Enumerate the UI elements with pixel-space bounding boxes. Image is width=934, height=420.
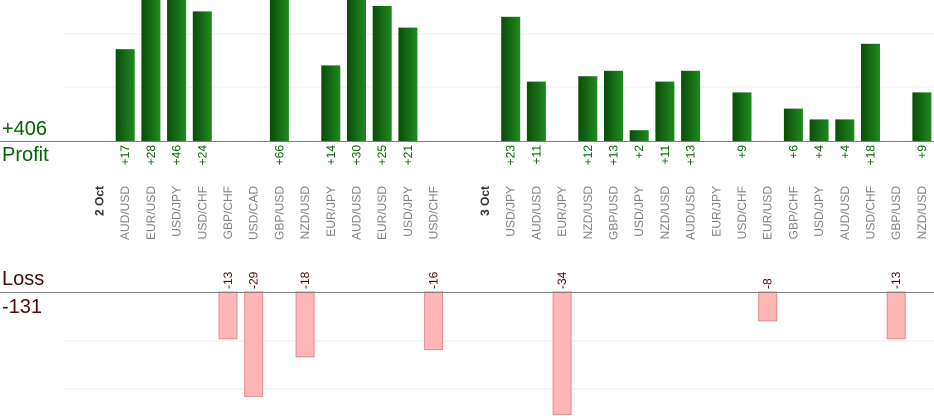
- profit-bar: [604, 70, 623, 141]
- profit-bar: [912, 92, 932, 141]
- category-label: NZD/USD: [298, 186, 312, 240]
- category-label: USD/CHF: [195, 186, 209, 239]
- profit-bar: [398, 27, 418, 142]
- profit-bar: [861, 43, 880, 141]
- loss-value-label: -34: [555, 271, 569, 289]
- profit-total: +406: [2, 118, 48, 140]
- category-label: AUD/USD: [529, 186, 543, 240]
- profit-bar: [321, 65, 341, 141]
- profit-value-label: +13: [607, 145, 621, 166]
- category-label: AUD/USD: [684, 186, 698, 240]
- profit-value-label: +24: [195, 145, 209, 166]
- category-label: USD/CHF: [427, 186, 441, 239]
- loss-value-label: -13: [889, 271, 903, 289]
- category-label: EUR/JPY: [324, 186, 338, 237]
- category-label: USD/JPY: [401, 186, 415, 237]
- profit-value-label: +28: [144, 145, 158, 166]
- profit-value-label: +9: [735, 145, 749, 159]
- loss-value-label: -8: [761, 278, 775, 289]
- profit-bar: [501, 16, 521, 141]
- category-label: AUD/USD: [838, 186, 852, 240]
- category-label: EUR/USD: [144, 186, 158, 240]
- profit-bar: [681, 70, 701, 141]
- category-label: USD/JPY: [504, 186, 518, 237]
- profit-value-label: +6: [786, 145, 800, 159]
- category-labels: +17 AUD/USD +28 EUR/USD +46 USD/JPY +24 USD/CHF…: [93, 145, 929, 289]
- axes: [0, 141, 934, 293]
- date-group-label: 2 Oct: [93, 186, 107, 216]
- category-label: USD/CHF: [864, 186, 878, 239]
- profit-bar: [578, 76, 598, 141]
- loss-bar: [244, 291, 264, 397]
- profit-bar: [141, 0, 161, 141]
- date-group-label: 3 Oct: [478, 186, 492, 216]
- loss-bar: [295, 291, 315, 358]
- loss-bar: [552, 291, 572, 415]
- profit-bar: [347, 0, 366, 141]
- category-label: GBP/USD: [607, 186, 621, 240]
- profit-bar: [167, 0, 187, 141]
- profit-bar: [115, 49, 135, 142]
- profit-value-label: +4: [838, 145, 852, 159]
- category-label: USD/JPY: [632, 186, 646, 237]
- category-label: EUR/JPY: [709, 186, 723, 237]
- loss-bars: [218, 291, 906, 415]
- profit-value-label: +13: [684, 145, 698, 166]
- profit-value-label: +46: [170, 145, 184, 166]
- loss-bar: [424, 291, 444, 351]
- category-label: NZD/USD: [581, 186, 595, 240]
- category-label: USD/CAD: [247, 186, 261, 240]
- category-label: GBP/CHF: [221, 186, 235, 239]
- profit-bar: [629, 130, 649, 141]
- profit-value-label: +9: [915, 145, 929, 159]
- category-label: NZD/USD: [658, 186, 672, 240]
- profit-value-label: +21: [401, 145, 415, 166]
- profit-bar: [835, 119, 855, 141]
- profit-bar: [372, 6, 392, 141]
- category-label: AUD/USD: [118, 186, 132, 240]
- profit-value-label: +17: [118, 145, 132, 166]
- category-label: GBP/USD: [889, 186, 903, 240]
- category-label: EUR/USD: [375, 186, 389, 240]
- profit-value-label: +12: [581, 145, 595, 166]
- profit-value-label: +25: [375, 145, 389, 166]
- loss-value-label: -18: [298, 271, 312, 289]
- profit-value-label: +11: [658, 145, 672, 165]
- profit-bar: [192, 11, 212, 142]
- profit-value-label: +14: [324, 145, 338, 166]
- category-label: AUD/USD: [350, 186, 364, 240]
- loss-bar: [218, 291, 238, 340]
- profit-bar: [269, 0, 289, 141]
- category-label: GBP/USD: [272, 186, 286, 240]
- loss-bar: [886, 291, 906, 340]
- loss-label: Loss: [2, 268, 45, 290]
- profit-label: Profit: [2, 144, 49, 166]
- loss-value-label: -13: [221, 271, 235, 289]
- category-label: GBP/CHF: [786, 186, 800, 239]
- category-label: EUR/JPY: [555, 186, 569, 237]
- profit-bar: [526, 81, 546, 141]
- category-label: NZD/USD: [915, 186, 929, 240]
- category-label: USD/JPY: [170, 186, 184, 237]
- profit-bar: [783, 108, 803, 141]
- profit-bar: [809, 119, 829, 141]
- profit-value-label: +2: [632, 145, 646, 159]
- loss-total: -131: [2, 296, 43, 318]
- profit-value-label: +23: [504, 145, 518, 166]
- profit-bar: [655, 81, 675, 141]
- loss-value-label: -16: [427, 271, 441, 289]
- profit-bars: [115, 0, 932, 142]
- category-label: EUR/USD: [761, 186, 775, 240]
- profit-bar: [732, 92, 752, 141]
- category-label: USD/JPY: [812, 186, 826, 237]
- profit-value-label: +4: [812, 145, 826, 159]
- loss-bar: [758, 291, 778, 322]
- profit-value-label: +11: [529, 145, 543, 165]
- profit-value-label: +18: [864, 145, 878, 166]
- loss-value-label: -29: [247, 271, 261, 289]
- category-label: USD/CHF: [735, 186, 749, 239]
- profit-value-label: +30: [350, 145, 364, 166]
- profit-value-label: +66: [272, 145, 286, 166]
